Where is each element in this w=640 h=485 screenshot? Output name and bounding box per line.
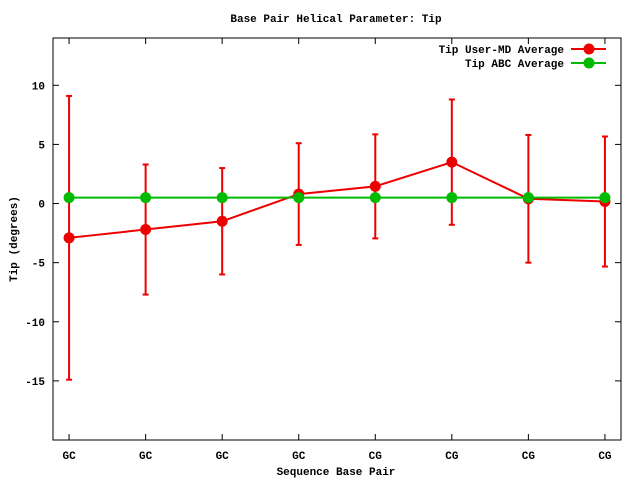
point [369,180,381,192]
x-tick-label: GC [216,451,230,463]
point [599,192,611,204]
series-line [68,161,605,239]
point [63,232,75,244]
legend-label: Tip ABC Average [465,59,564,71]
x-tick-label: GC [62,451,76,463]
y-axis-label: Tip (degrees) [9,196,21,282]
y-tick-label: -10 [25,318,45,330]
y-tick-label: 5 [38,140,45,152]
point [446,156,458,168]
y-tick-label: -15 [25,377,45,389]
x-tick-label: CG [522,451,536,463]
x-tick-label: CG [598,451,612,463]
y-tick-label: -5 [32,259,46,271]
point [216,192,228,204]
point [216,215,228,227]
point [293,192,305,204]
point [63,192,75,204]
legend-label: Tip User-MD Average [439,45,565,57]
x-tick-label: CG [369,451,383,463]
legend-marker [583,57,595,69]
x-axis-label: Sequence Base Pair [277,467,396,479]
point [140,224,152,236]
chart-title: Base Pair Helical Parameter: Tip [230,14,442,26]
x-tick-label: CG [445,451,459,463]
point [140,192,152,204]
legend-marker [583,43,595,55]
point [446,192,458,204]
y-tick-label: 10 [32,81,45,93]
plot-frame [52,37,622,441]
point [522,192,534,204]
point [369,192,381,204]
x-tick-label: GC [139,451,153,463]
y-tick-label: 0 [38,200,45,212]
x-tick-label: GC [292,451,306,463]
